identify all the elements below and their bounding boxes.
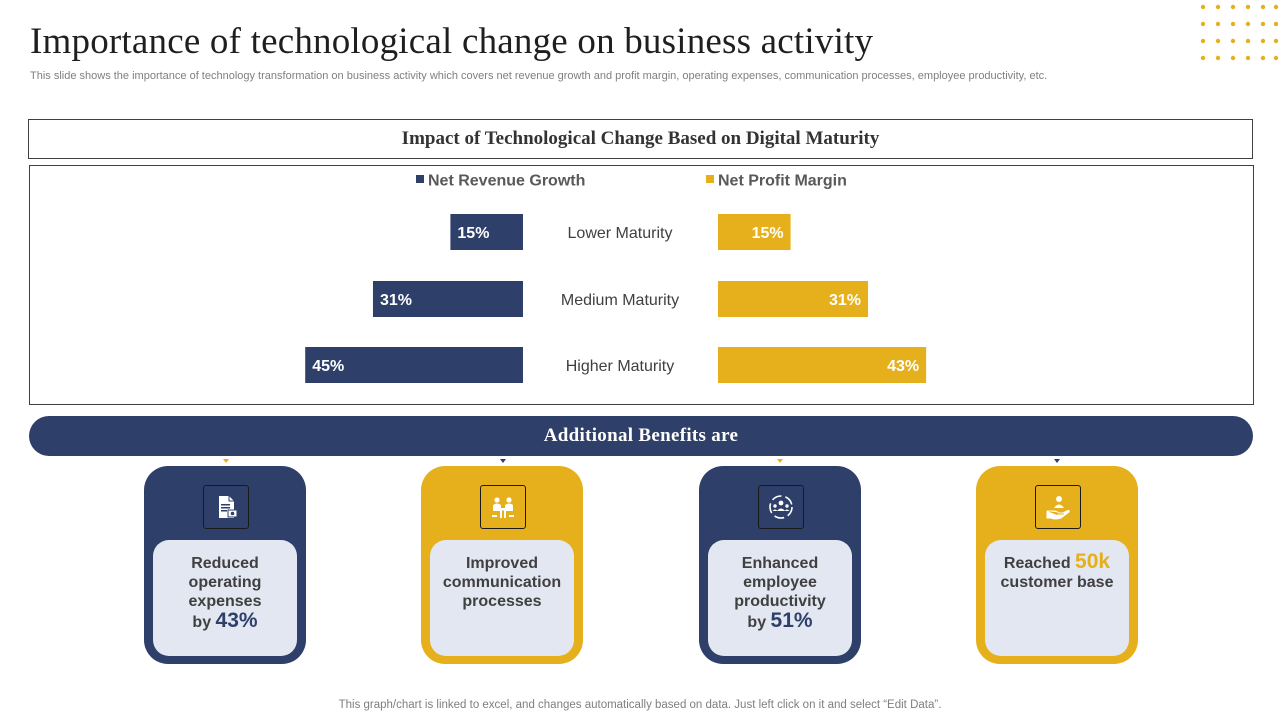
benefit-card-customers: Reached 50k customer base [976, 466, 1138, 664]
pointer-arrow [223, 459, 229, 463]
page-subtitle: This slide shows the importance of techn… [30, 70, 1048, 82]
pointer-arrow [500, 459, 506, 463]
page-title: Importance of technological change on bu… [30, 21, 874, 62]
document-money-icon [203, 485, 249, 529]
benefit-card-productivity: Enhanced employee productivity by 51% [699, 466, 861, 664]
benefit-text: Reduced operating expenses by 43% [153, 540, 297, 656]
team-cycle-icon [758, 485, 804, 529]
benefit-value: 50k [1075, 550, 1111, 573]
category-label: Lower Maturity [568, 225, 673, 242]
data-label-net-profit-margin: 15% [752, 225, 784, 242]
data-label-net-revenue-growth: 31% [380, 292, 412, 309]
benefit-text: Enhanced employee productivity by 51% [708, 540, 852, 656]
data-label-net-revenue-growth: 15% [457, 225, 489, 242]
bar-net-profit-margin[interactable] [718, 214, 791, 250]
data-label-net-profit-margin: 31% [829, 292, 861, 309]
legend-net-profit-margin: Net Profit Margin [718, 173, 847, 190]
legend-net-revenue-growth-swatch [416, 175, 424, 183]
benefit-card-communication: Improved communication processes [421, 466, 583, 664]
decorative-dots [1200, 4, 1279, 61]
data-label-net-revenue-growth: 45% [312, 358, 344, 375]
category-label: Higher Maturity [566, 358, 674, 375]
benefit-value: 51% [770, 609, 813, 632]
benefit-text: Improved communication processes [430, 540, 574, 656]
bar-net-revenue-growth[interactable] [372, 281, 523, 317]
category-label: Medium Maturity [561, 292, 679, 309]
legend-net-profit-margin-swatch [706, 175, 714, 183]
pointer-arrow [1054, 459, 1060, 463]
meeting-icon [480, 485, 526, 529]
bar-net-revenue-growth[interactable] [305, 347, 523, 383]
bar-net-profit-margin[interactable] [718, 281, 869, 317]
data-label-net-profit-margin: 43% [887, 358, 919, 375]
benefit-card-expenses: Reduced operating expenses by 43% [144, 466, 306, 664]
footer-note: This graph/chart is linked to excel, and… [338, 699, 942, 711]
chart-title: Impact of Technological Change Based on … [28, 119, 1253, 159]
hand-person-icon [1035, 485, 1081, 529]
legend-net-revenue-growth: Net Revenue Growth [428, 173, 585, 190]
bar-net-profit-margin[interactable] [718, 347, 927, 383]
butterfly-chart[interactable]: Net Revenue Growth Net Profit Margin 15% Lo… [30, 166, 1255, 406]
benefit-value: 43% [215, 609, 258, 632]
benefit-text: Reached 50k customer base [985, 540, 1129, 656]
chart-area[interactable]: Net Revenue Growth Net Profit Margin 15% Lo… [29, 165, 1254, 405]
benefits-heading: Additional Benefits are [29, 416, 1253, 456]
bar-net-revenue-growth[interactable] [450, 214, 523, 250]
pointer-arrow [777, 459, 783, 463]
